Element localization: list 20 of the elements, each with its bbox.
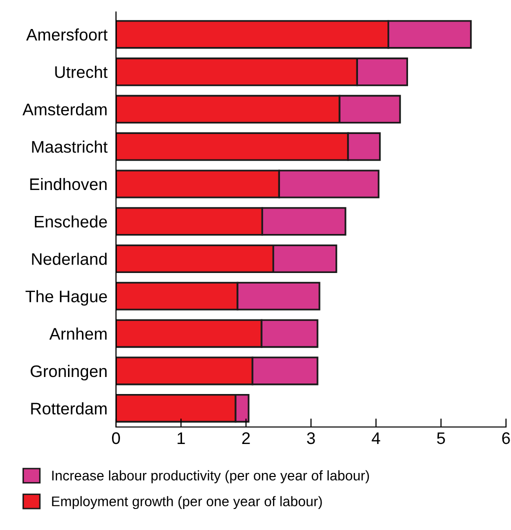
legend-label: Employment growth (per one year of labour)	[52, 496, 322, 510]
x-tick-label: 2	[242, 432, 250, 444]
y-tick-label: Nederland	[32, 252, 107, 265]
y-tick-label: Utrecht	[55, 66, 108, 78]
x-tick-label: 0	[112, 432, 120, 444]
y-tick-label: The Hague	[26, 290, 107, 306]
legend-label: Increase labour productivity (per one year of labour)	[52, 470, 369, 484]
y-tick-label: Amsterdam	[22, 103, 107, 116]
y-tick-label: Enschede	[34, 215, 107, 228]
y-tick-label: Maastricht	[32, 140, 108, 153]
y-tick-label: Eindhoven	[30, 178, 107, 190]
y-tick-label: Groningen	[30, 364, 107, 380]
y-tick-label: Amersfoort	[26, 28, 108, 41]
y-tick-label: Arnhem	[49, 327, 107, 340]
x-tick-label: 3	[307, 432, 315, 444]
x-tick-label: 6	[502, 432, 510, 444]
y-tick-label: Rotterdam	[31, 402, 107, 415]
x-tick-label: 1	[178, 432, 185, 444]
x-tick-label: 5	[437, 432, 445, 444]
x-tick-label: 4	[372, 432, 380, 444]
